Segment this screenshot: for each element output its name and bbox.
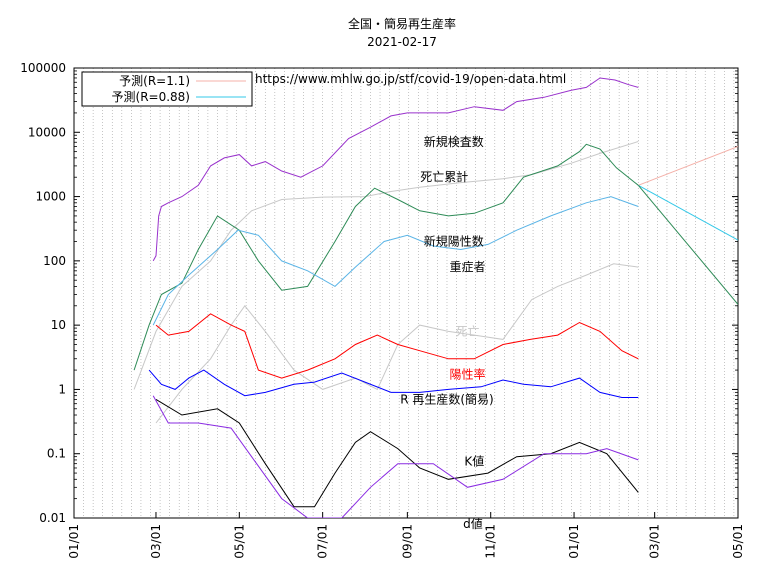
x-tick-label: 09/01 xyxy=(400,524,414,559)
series-label-7: K値 xyxy=(464,454,484,469)
series-label-6: R 再生産数(簡易) xyxy=(400,391,494,406)
series-line-11 xyxy=(637,184,738,305)
legend-label-1: 予測(R=1.1) xyxy=(119,74,190,88)
chart-title: 全国・簡易再生産率 xyxy=(348,16,456,31)
series-line-6 xyxy=(148,369,639,398)
y-tick-label: 1 xyxy=(58,382,66,396)
y-tick-label: 1000 xyxy=(35,190,66,204)
y-tick-label: 0.01 xyxy=(39,511,66,525)
x-tick-label: 01/01 xyxy=(67,524,81,559)
source-url: https://www.mhlw.go.jp/stf/covid-19/open… xyxy=(255,72,566,86)
legend: 予測(R=1.1) 予測(R=0.88) xyxy=(81,71,253,107)
x-tick-label: 11/01 xyxy=(484,524,498,559)
series-line-3 xyxy=(152,196,639,326)
y-tick-label: 0.1 xyxy=(47,447,66,461)
series-line-5 xyxy=(155,313,639,379)
series-line-8 xyxy=(152,395,639,518)
plot-frame xyxy=(73,67,739,519)
series-layer xyxy=(133,77,738,518)
legend-box xyxy=(81,71,253,107)
chart-subtitle: 2021-02-17 xyxy=(367,35,437,49)
x-tick-label: 03/01 xyxy=(149,524,163,559)
series-line-9 xyxy=(638,146,738,186)
series-label-0: 新規検査数 xyxy=(424,134,484,149)
series-label-5: 陽性率 xyxy=(449,367,485,382)
x-tick-label: 01/01 xyxy=(567,524,581,559)
series-label-3: 重症者 xyxy=(449,259,485,274)
x-tick-label: 07/01 xyxy=(316,524,330,559)
legend-label-2: 予測(R=0.88) xyxy=(112,90,190,104)
series-line-0 xyxy=(152,77,639,262)
series-line-1 xyxy=(133,141,639,390)
y-tick-label: 10 xyxy=(51,318,66,332)
x-tick-label: 03/01 xyxy=(648,524,662,559)
series-line-2 xyxy=(133,143,639,371)
series-line-7 xyxy=(155,398,639,508)
series-label-1: 死亡累計 xyxy=(420,169,468,184)
y-tick-label: 100000 xyxy=(20,61,66,75)
series-line-4 xyxy=(155,263,639,424)
x-tick-label: 05/01 xyxy=(232,524,246,559)
series-label-2: 新規陽性数 xyxy=(424,234,484,249)
y-tick-label: 10000 xyxy=(28,125,66,139)
y-tick-label: 100 xyxy=(43,254,66,268)
x-tick-label: 05/01 xyxy=(731,524,745,559)
axes-layer: 0.01 0.1 1 10 100 1000 10000 100000 01/01 03/01 05… xyxy=(20,61,745,559)
grid-layer xyxy=(83,68,735,518)
series-line-10 xyxy=(638,184,738,241)
series-label-4: 死亡 xyxy=(455,324,479,338)
series-label-8: d値 xyxy=(463,516,483,531)
